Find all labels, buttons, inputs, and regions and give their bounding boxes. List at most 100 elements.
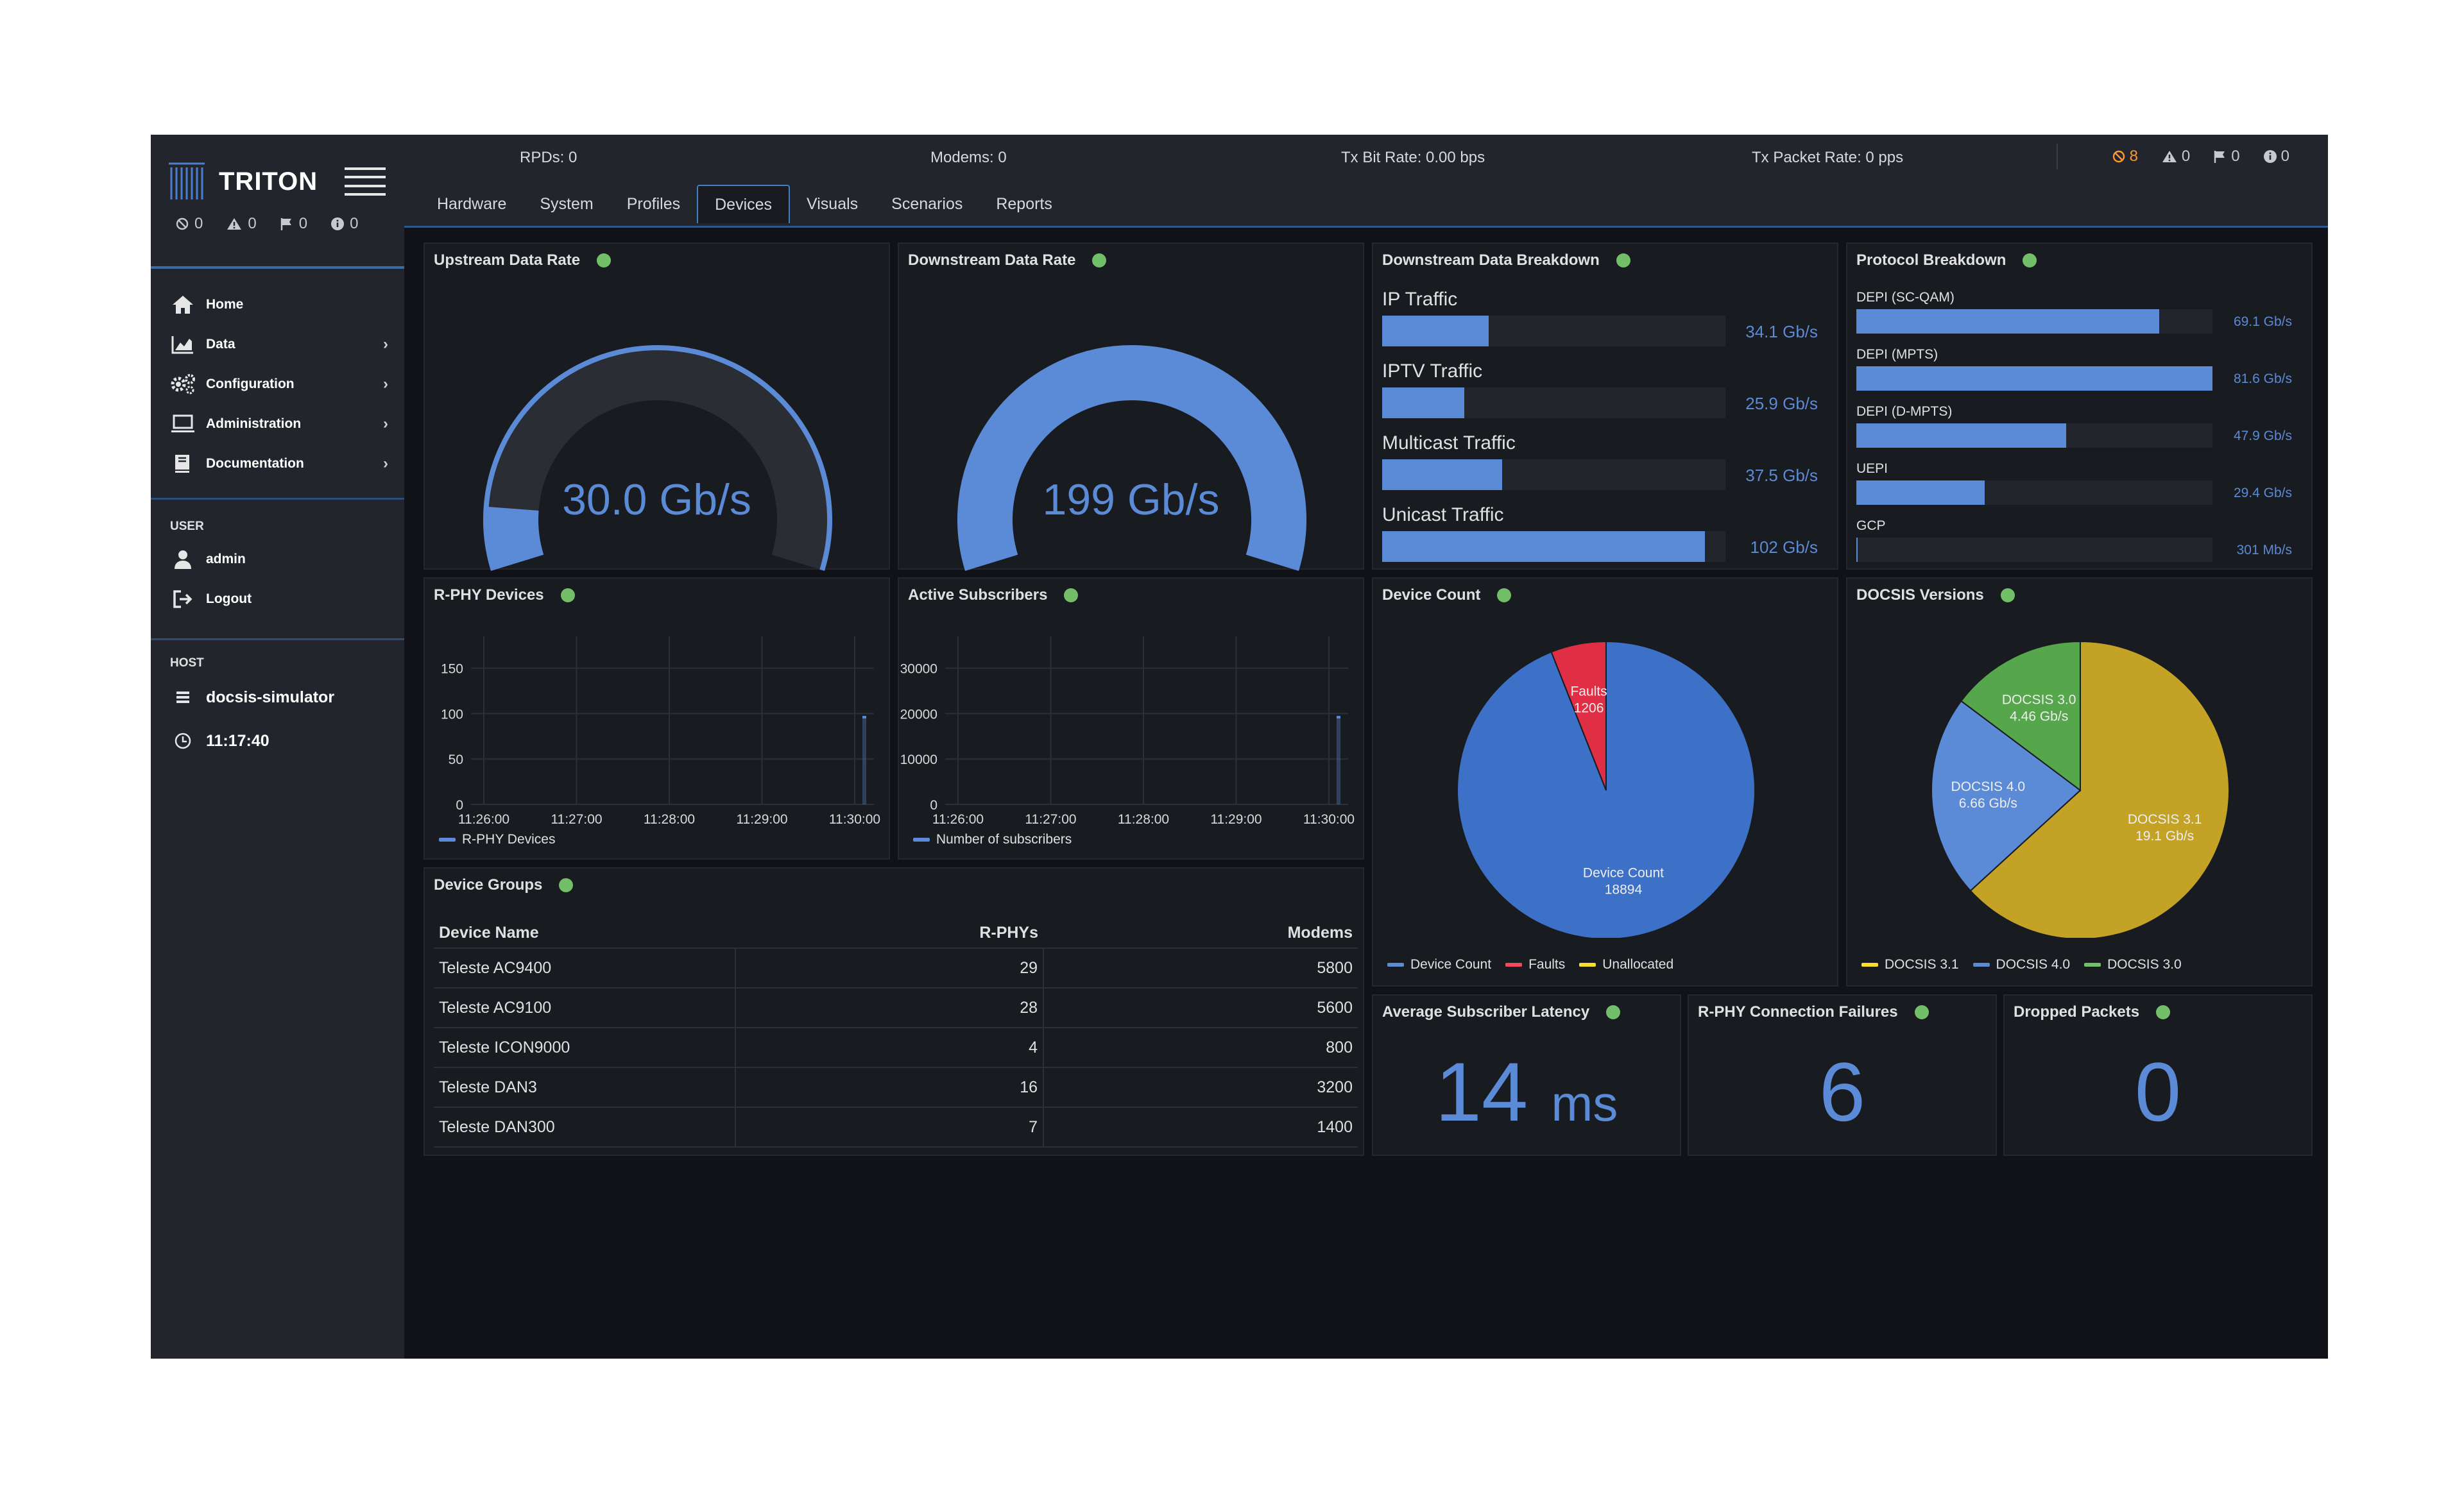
logout-button[interactable]: Logout	[170, 586, 388, 612]
nav-administration[interactable]: Administration ›	[170, 411, 388, 437]
nav-data[interactable]: Data ›	[170, 332, 388, 357]
info-status[interactable]: 0	[330, 215, 358, 233]
column-header[interactable]: R-PHYs	[735, 919, 1043, 949]
status-dot	[560, 588, 575, 602]
protocol-bar-fill	[1856, 480, 1985, 505]
table-cell: 800	[1043, 1028, 1358, 1068]
panel-title: DOCSIS Versions	[1856, 586, 2015, 604]
legend-item[interactable]: DOCSIS 3.1	[1861, 957, 1959, 972]
status-dot	[1616, 253, 1630, 267]
legend-item[interactable]: Unallocated	[1579, 957, 1673, 972]
table-cell: Teleste AC9400	[434, 948, 735, 989]
status-dot	[1497, 588, 1512, 602]
tab-devices[interactable]: Devices	[697, 185, 791, 223]
pie-slice	[1931, 700, 2082, 892]
legend-swatch	[1861, 963, 1878, 967]
tab-profiles[interactable]: Profiles	[626, 194, 681, 213]
pie-value: 1206	[1574, 701, 1604, 716]
table-cell: 5600	[1043, 988, 1358, 1028]
legend-item[interactable]: R-PHY Devices	[439, 832, 555, 847]
nav-documentation-label: Documentation	[206, 456, 304, 471]
pie-legend: DOCSIS 3.1 DOCSIS 4.0 DOCSIS 3.0	[1861, 957, 2182, 972]
chevron-right-icon: ›	[383, 375, 388, 393]
sidebar-divider	[151, 638, 404, 640]
nav-documentation[interactable]: Documentation ›	[170, 451, 388, 477]
rphy-chart: 0 50 100 150 11:26:00 11:27:00 11:28:00 11:29:0…	[441, 636, 880, 827]
breakdown-value: 37.5 Gb/s	[1745, 466, 1818, 485]
table-row[interactable]: Teleste DAN300 7 1400	[434, 1107, 1358, 1148]
docsis-pie: DOCSIS 3.1 19.1 Gb/s DOCSIS 4.0 6.66 Gb/s DO…	[1931, 640, 2230, 938]
panel-title: Upstream Data Rate	[434, 251, 612, 269]
chevron-right-icon: ›	[383, 455, 388, 472]
user-name[interactable]: admin	[170, 547, 388, 572]
pie-slice	[1960, 640, 2081, 792]
pie-slice	[1550, 640, 1607, 791]
pie-value: 6.66 Gb/s	[1959, 796, 2017, 811]
topbar-flag-alert[interactable]: 0	[2213, 148, 2240, 165]
tab-visuals[interactable]: Visuals	[807, 194, 859, 213]
tab-scenarios[interactable]: Scenarios	[891, 194, 963, 213]
pie-value: 18894	[1605, 882, 1643, 897]
home-icon	[170, 292, 196, 318]
topbar-info-alert[interactable]: 0	[2263, 148, 2289, 165]
protocol-bar	[1856, 366, 2212, 391]
upstream-gauge	[483, 345, 832, 571]
status-dot	[559, 878, 574, 892]
table-cell: 4	[735, 1028, 1043, 1068]
breakdown-bar	[1382, 459, 1725, 490]
breakdown-label: IP Traffic	[1382, 289, 1458, 310]
table-row[interactable]: Teleste AC9100 28 5600	[434, 988, 1358, 1028]
book-icon	[170, 451, 196, 477]
table-cell: 3200	[1043, 1067, 1358, 1108]
breakdown-value: 34.1 Gb/s	[1745, 322, 1818, 341]
latency-value: 14 ms	[1435, 1045, 1618, 1139]
column-header[interactable]: Device Name	[434, 919, 735, 949]
nav-configuration-label: Configuration	[206, 377, 295, 391]
series-area	[1337, 717, 1340, 804]
table-row[interactable]: Teleste DAN3 16 3200	[434, 1067, 1358, 1108]
tab-reports[interactable]: Reports	[996, 194, 1052, 213]
legend-item[interactable]: Faults	[1505, 957, 1565, 972]
table-row[interactable]: Teleste ICON9000 4 800	[434, 1028, 1358, 1068]
pie-label: DOCSIS 3.0	[2002, 692, 2076, 707]
nav-home[interactable]: Home	[170, 292, 388, 318]
breakdown-value: 102 Gb/s	[1750, 538, 1818, 557]
device-count-pie: Device Count 18894 Faults 1206	[1457, 640, 1756, 938]
tx-packet-rate-stat: Tx Packet Rate: 0 pps	[1752, 149, 1904, 166]
breakdown-bar-fill	[1382, 387, 1465, 418]
chart-legend: Number of subscribers	[913, 832, 1072, 847]
app-window: TRITON 0 0 0 0 Home Data › Configuration…	[151, 135, 2328, 1359]
x-tick-label: 11:29:00	[1210, 812, 1262, 827]
user-name-label: admin	[206, 552, 246, 566]
breakdown-bar	[1382, 316, 1725, 346]
pie-label: DOCSIS 4.0	[1951, 779, 2026, 794]
user-icon	[170, 547, 196, 572]
pie-slice	[1969, 640, 2230, 938]
warning-status[interactable]: 0	[226, 215, 257, 233]
column-header[interactable]: Modems	[1043, 919, 1358, 949]
sidebar: TRITON 0 0 0 0 Home Data › Configuration…	[151, 135, 404, 1359]
table-row[interactable]: Teleste AC9400 29 5800	[434, 948, 1358, 989]
legend-item[interactable]: DOCSIS 4.0	[1972, 957, 2070, 972]
nav-configuration[interactable]: Configuration ›	[170, 371, 388, 397]
topbar-blocked-alert[interactable]: 8	[2112, 148, 2138, 165]
blocked-status[interactable]: 0	[175, 215, 203, 233]
tab-hardware[interactable]: Hardware	[437, 194, 507, 213]
breakdown-label: Multicast Traffic	[1382, 432, 1516, 454]
legend-item[interactable]: Number of subscribers	[913, 832, 1072, 847]
flag-status[interactable]: 0	[280, 215, 307, 233]
topbar-warning-alert[interactable]: 0	[2161, 148, 2190, 165]
nav-home-label: Home	[206, 297, 244, 312]
topbar-alerts: 8 0 0 0	[2112, 148, 2289, 165]
tab-system[interactable]: System	[540, 194, 594, 213]
hamburger-menu-icon[interactable]	[345, 167, 386, 196]
logo: TRITON	[166, 159, 397, 204]
legend-swatch	[1387, 963, 1404, 967]
nav-data-label: Data	[206, 337, 235, 352]
tx-bit-rate-stat: Tx Bit Rate: 0.00 bps	[1341, 149, 1485, 166]
chart-legend: R-PHY Devices	[439, 832, 555, 847]
flag-icon	[280, 218, 291, 230]
host-section-title: HOST	[170, 656, 204, 670]
legend-item[interactable]: Device Count	[1387, 957, 1491, 972]
legend-item[interactable]: DOCSIS 3.0	[2084, 957, 2182, 972]
